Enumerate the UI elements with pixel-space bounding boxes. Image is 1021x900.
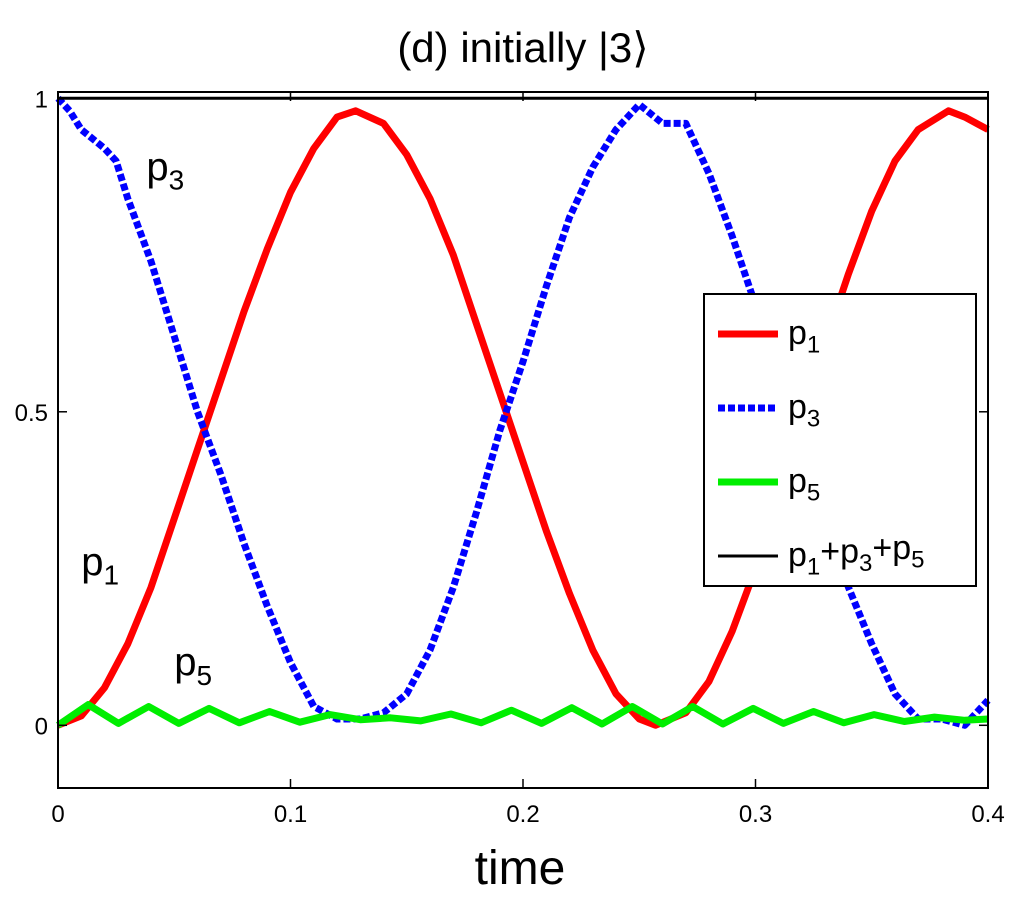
legend: p1​ p3​ p5​ p1​+p3​+p5​ (703, 293, 977, 587)
legend-label-p1+p3+p5: p1​+p3​+p5​ (788, 529, 925, 580)
annotation-layer: p3​ p1​ p5​ (81, 145, 212, 691)
x-tick-label: 0 (51, 801, 64, 828)
y-tick-label: 1 (35, 86, 48, 113)
x-tick-label: 0.4 (971, 801, 1004, 828)
x-tick-label: 0.1 (274, 801, 307, 828)
legend-label-p3: p3​ (788, 388, 820, 432)
legend-label-p5: p5​ (788, 462, 820, 506)
annotation-p5: p5​ (174, 640, 212, 691)
x-tick-label: 0.3 (739, 801, 772, 828)
chart-title: (d) initially |3⟩ (397, 24, 648, 71)
annotation-p3: p3​ (146, 145, 184, 196)
legend-label-p1: p1​ (788, 314, 820, 358)
annotation-p1: p1​ (81, 540, 119, 591)
x-axis-label: time (475, 842, 566, 895)
series-line-p5 (56, 701, 989, 729)
legend-box (703, 293, 977, 587)
series-line-p3 (55, 95, 991, 729)
tick-layer: 0 0.1 0.2 0.3 0.4 0 0.5 1 (15, 86, 1005, 828)
y-tick-label: 0.5 (15, 400, 48, 427)
x-tick-label: 0.2 (506, 801, 539, 828)
y-tick-label: 0 (35, 713, 48, 740)
